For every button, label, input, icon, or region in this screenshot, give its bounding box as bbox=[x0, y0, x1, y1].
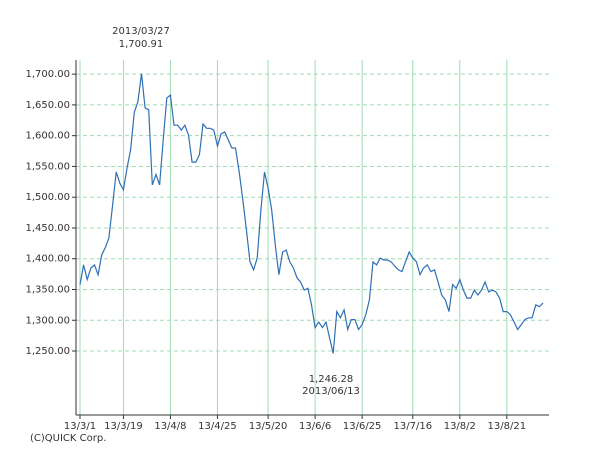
y-tick-label: 1,250.00 bbox=[25, 346, 70, 357]
x-tick-label: 13/3/1 bbox=[64, 421, 96, 432]
y-tick-label: 1,700.00 bbox=[25, 69, 70, 80]
y-tick-label: 1,450.00 bbox=[25, 223, 70, 234]
x-tick-label: 13/8/21 bbox=[488, 421, 527, 432]
copyright: (C)QUICK Corp. bbox=[30, 433, 106, 444]
y-tick-label: 1,550.00 bbox=[25, 161, 70, 172]
y-tick-label: 1,650.00 bbox=[25, 100, 70, 111]
x-tick-label: 13/7/16 bbox=[394, 421, 433, 432]
y-tick-label: 1,350.00 bbox=[25, 284, 70, 295]
x-tick-label: 13/6/25 bbox=[343, 421, 382, 432]
y-tick-label: 1,400.00 bbox=[25, 254, 70, 265]
low-date: 2013/06/13 bbox=[302, 386, 360, 397]
x-tick-label: 13/4/25 bbox=[198, 421, 237, 432]
x-tick-label: 13/8/2 bbox=[444, 421, 476, 432]
x-tick-label: 13/5/20 bbox=[249, 421, 288, 432]
price-line bbox=[79, 73, 544, 354]
x-tick-label: 13/6/6 bbox=[299, 421, 331, 432]
low-value: 1,246.28 bbox=[309, 374, 354, 385]
x-tick-label: 13/3/19 bbox=[104, 421, 143, 432]
high-date: 2013/03/27 bbox=[112, 26, 170, 37]
y-tick-label: 1,300.00 bbox=[25, 315, 70, 326]
x-tick-label: 13/4/8 bbox=[154, 421, 186, 432]
high-value: 1,700.91 bbox=[119, 39, 164, 50]
y-tick-label: 1,600.00 bbox=[25, 131, 70, 142]
y-tick-label: 1,500.00 bbox=[25, 192, 70, 203]
